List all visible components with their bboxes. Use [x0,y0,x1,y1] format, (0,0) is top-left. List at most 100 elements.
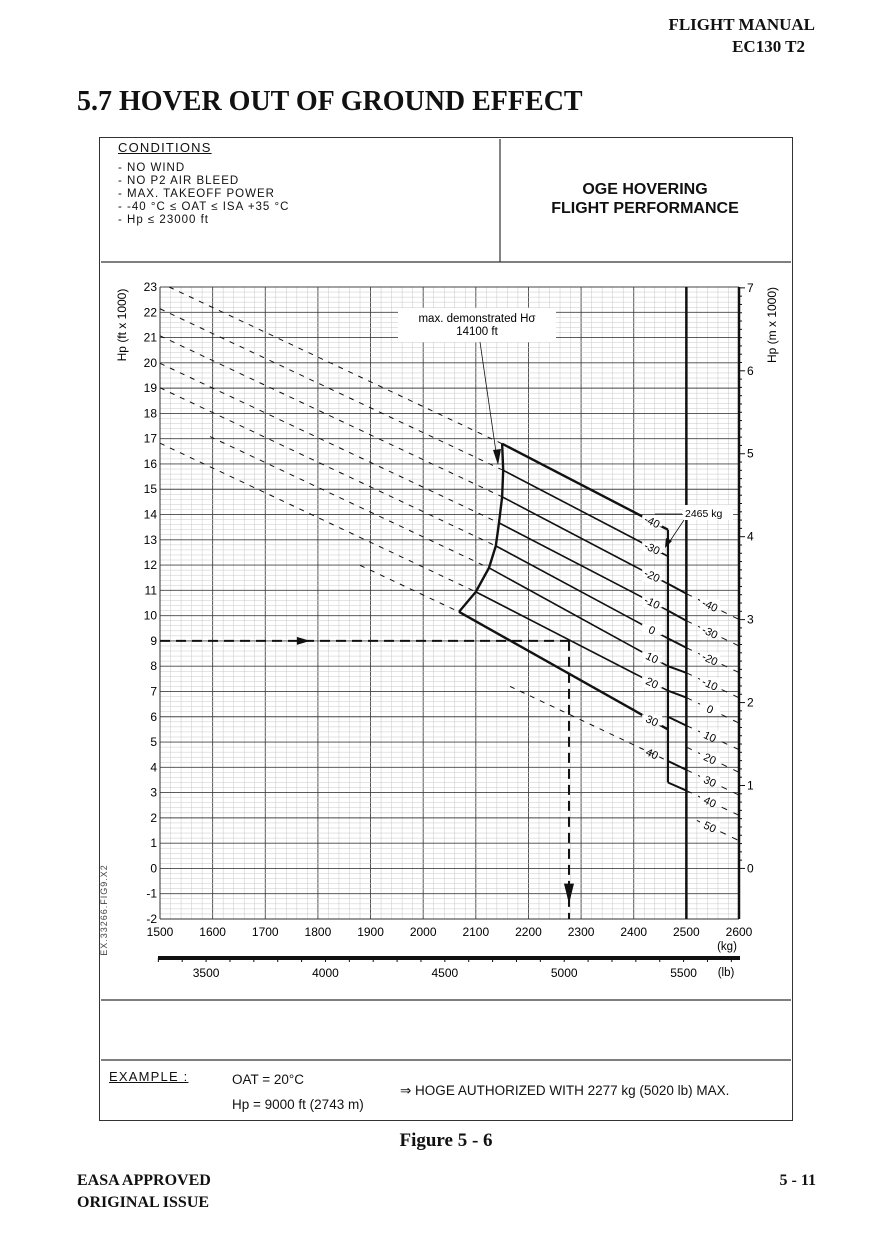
y-tick-label: 14 [144,508,158,522]
oat-line-extension [159,442,477,593]
oat-label-bg [642,569,663,581]
arrow-down-icon [563,883,574,904]
lb-tick-label: 4000 [312,966,339,980]
chart-heading-line2: FLIGHT PERFORMANCE [551,200,739,217]
page-title: 5.7 HOVER OUT OF GROUND EFFECT [77,86,583,117]
arrow-right-icon [296,636,311,645]
x-tick-label: 1500 [147,925,174,939]
x-tick-label: 2000 [410,925,437,939]
oat-line [501,496,669,585]
oat-line-extension [159,387,497,547]
x-tick-label: 1600 [199,925,226,939]
example-heading: EXAMPLE : [109,1069,189,1084]
y-tick-label: 7 [150,684,157,698]
isa-label-bg [700,652,721,664]
y-tick-label: 23 [144,280,158,294]
x-tick-label: 2200 [515,925,542,939]
y-tick-label: 3 [150,786,157,800]
y-tick-label: 19 [144,381,158,395]
isa-label-bg [700,820,721,832]
oat-line [502,469,669,557]
oat-line-extension [159,308,504,471]
x-tick-label: 1700 [252,925,279,939]
lb-tick-label: 5000 [551,966,578,980]
x-tick-label: 1800 [305,925,332,939]
step-segment [667,582,687,595]
y2-tick-label: 4 [747,530,754,544]
y-tick-label: 6 [150,710,157,724]
x-tick-label: 1900 [357,925,384,939]
oat-line-extension [209,436,490,569]
footer-issue: ORIGINAL ISSUE [77,1194,210,1211]
oat-label-bg [642,596,663,608]
y-tick-label: 10 [144,609,158,623]
x-unit-label: (kg) [717,941,737,953]
isa-label-bg [700,752,721,764]
y-tick-label: 20 [144,356,158,370]
oat-label-bg [642,714,663,726]
chart-heading-line1: OGE HOVERING [582,181,708,198]
y2-tick-label: 6 [747,364,754,378]
y-tick-label: -1 [146,887,157,901]
oat-line [475,591,669,692]
max-demonstrated-leader [479,341,497,453]
step-segment [667,715,687,727]
oat-line-extension [159,335,503,498]
aircraft-model: EC130 T2 [732,37,805,56]
oat-line [488,567,669,667]
y-tick-label: 0 [150,861,157,875]
oat-label-bg [642,651,663,663]
y2-tick-label: 5 [747,447,754,461]
condition-item: - NO WIND [118,162,186,174]
step-segment [667,609,687,622]
limit-weight-label-bg [683,505,733,520]
step-segment [667,689,687,699]
oat-line [498,522,669,612]
y-tick-label: 5 [150,735,157,749]
lb-tick-label: 5500 [670,966,697,980]
example-oat: OAT = 20°C [232,1072,305,1087]
y-tick-label: 9 [150,634,157,648]
x-tick-label: 2500 [673,925,700,939]
y-tick-label: 22 [144,305,158,319]
oat-line [495,545,669,640]
y-axis-label: Hp (ft x 1000) [115,289,129,362]
step-segment [667,637,687,649]
max-demonstrated-box [398,308,556,342]
y2-tick-label: 2 [747,696,754,710]
oat-line [501,442,669,531]
max-demonstrated-label: max. demonstrated Hσ [418,313,535,325]
y2-tick-label: 7 [747,281,754,295]
y-tick-label: 18 [144,406,158,420]
oat-label-bg [642,676,663,688]
oat-label-bg [642,515,663,527]
y-tick-label: 8 [150,659,157,673]
isa-label-bg [700,730,721,742]
oat-line-extension [159,362,500,524]
step-segment [667,665,687,674]
y-tick-label: 2 [150,811,157,825]
step-segment [667,781,687,792]
y2-tick-label: 1 [747,779,754,793]
max-demonstrated-value: 14100 ft [456,326,498,338]
lb-tick-label: 4500 [431,966,458,980]
isa-label: 10 [702,729,718,745]
y-tick-label: 21 [144,331,158,345]
page-number: 5 - 11 [779,1172,816,1189]
limit-weight-label: 2465 kg [685,508,723,520]
y2-tick-label: 0 [747,861,754,875]
limit-weight-arrow-line [667,519,685,545]
y-tick-label: -2 [146,912,157,926]
arrow-head-icon [665,538,672,548]
isa-label-bg [700,775,721,787]
isa-label-bg [700,703,721,715]
isa-label: 0 [704,703,715,716]
x-tick-label: 2100 [462,925,489,939]
figure-code: EX.33266.FIG9.X2 [99,864,109,956]
condition-item: - MAX. TAKEOFF POWER [118,188,275,200]
oat-label: 40 [644,746,660,762]
condition-item: - NO P2 AIR BLEED [118,175,240,187]
example-result: ⇒ HOGE AUTHORIZED WITH 2277 kg (5020 lb)… [400,1083,730,1098]
oat-label: 0 [646,624,657,637]
